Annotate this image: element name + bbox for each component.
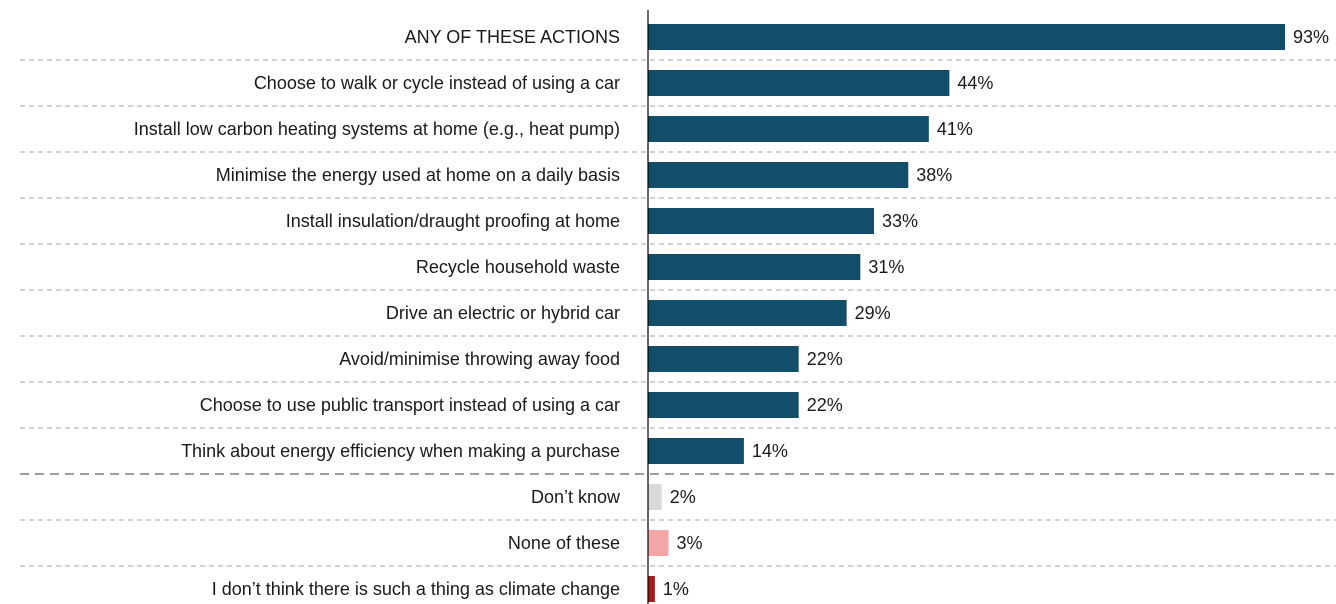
- category-label: Choose to use public transport instead o…: [200, 395, 620, 415]
- bar: [648, 484, 662, 510]
- bar: [648, 24, 1285, 50]
- category-label: I don’t think there is such a thing as c…: [212, 579, 620, 599]
- bars-group: [648, 24, 1285, 602]
- category-label: Don’t know: [531, 487, 621, 507]
- bar: [648, 116, 929, 142]
- value-label: 22%: [807, 395, 843, 415]
- bar: [648, 392, 799, 418]
- value-label: 93%: [1293, 27, 1329, 47]
- bar: [648, 530, 669, 556]
- bar: [648, 70, 950, 96]
- category-label: Install low carbon heating systems at ho…: [134, 119, 620, 139]
- bar: [648, 208, 875, 234]
- category-label: None of these: [508, 533, 620, 553]
- bar: [648, 162, 909, 188]
- category-label: Think about energy efficiency when makin…: [181, 441, 620, 461]
- value-label: 41%: [937, 119, 973, 139]
- value-label: 1%: [663, 579, 689, 599]
- value-label: 31%: [868, 257, 904, 277]
- value-labels: 93% 44% 41% 38% 33% 31% 29% 22% 22% 14% 2% 3% 1%: [663, 27, 1329, 599]
- value-label: 33%: [882, 211, 918, 231]
- bar: [648, 254, 861, 280]
- category-label: Avoid/minimise throwing away food: [339, 349, 620, 369]
- category-label: Recycle household waste: [416, 257, 620, 277]
- category-label: Drive an electric or hybrid car: [386, 303, 620, 323]
- category-labels: ANY OF THESE ACTIONS Choose to walk or cy…: [134, 27, 621, 599]
- bar: [648, 438, 744, 464]
- value-label: 14%: [752, 441, 788, 461]
- value-label: 22%: [807, 349, 843, 369]
- value-label: 3%: [677, 533, 703, 553]
- category-label: Choose to walk or cycle instead of using…: [254, 73, 620, 93]
- value-label: 44%: [957, 73, 993, 93]
- bar: [648, 576, 655, 602]
- value-label: 38%: [916, 165, 952, 185]
- category-label: ANY OF THESE ACTIONS: [405, 27, 620, 47]
- value-label: 2%: [670, 487, 696, 507]
- value-label: 29%: [855, 303, 891, 323]
- row-separators: [20, 59, 1336, 567]
- category-label: Install insulation/draught proofing at h…: [286, 211, 620, 231]
- category-label: Minimise the energy used at home on a da…: [216, 165, 620, 185]
- bar: [648, 346, 799, 372]
- bar: [648, 300, 847, 326]
